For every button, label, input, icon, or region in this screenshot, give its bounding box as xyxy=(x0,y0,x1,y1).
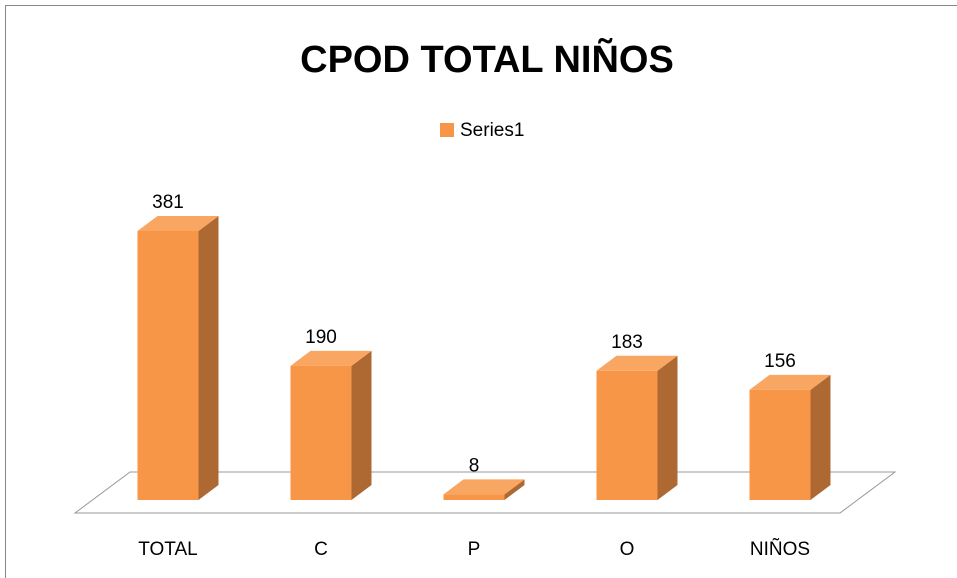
bar-side xyxy=(504,479,525,500)
bar-top xyxy=(443,479,525,495)
bar-top xyxy=(290,350,372,366)
bar-top xyxy=(749,374,831,390)
x-tick-label: TOTAL xyxy=(138,539,197,560)
x-tick-label: C xyxy=(314,539,328,560)
bar-top xyxy=(596,355,678,371)
data-label: 190 xyxy=(305,327,337,348)
x-tick-label: NIÑOS xyxy=(750,538,810,560)
legend-swatch xyxy=(440,123,454,137)
bar xyxy=(290,365,352,500)
bar xyxy=(443,494,505,500)
bar xyxy=(596,370,658,500)
bar xyxy=(137,231,199,500)
data-label: 381 xyxy=(152,192,184,213)
data-label: 156 xyxy=(764,351,796,372)
data-label: 8 xyxy=(469,455,480,476)
bar-side xyxy=(810,374,831,500)
bar-side xyxy=(198,216,219,500)
x-tick-label: O xyxy=(620,539,635,560)
bar-side xyxy=(351,350,372,500)
data-label: 183 xyxy=(611,332,643,353)
bar xyxy=(749,389,811,500)
x-tick-label: P xyxy=(468,539,481,560)
legend-label: Series1 xyxy=(460,120,524,141)
bar-side xyxy=(657,355,678,500)
chart-title: CPOD TOTAL NIÑOS xyxy=(300,37,674,81)
bar-top xyxy=(137,216,219,231)
